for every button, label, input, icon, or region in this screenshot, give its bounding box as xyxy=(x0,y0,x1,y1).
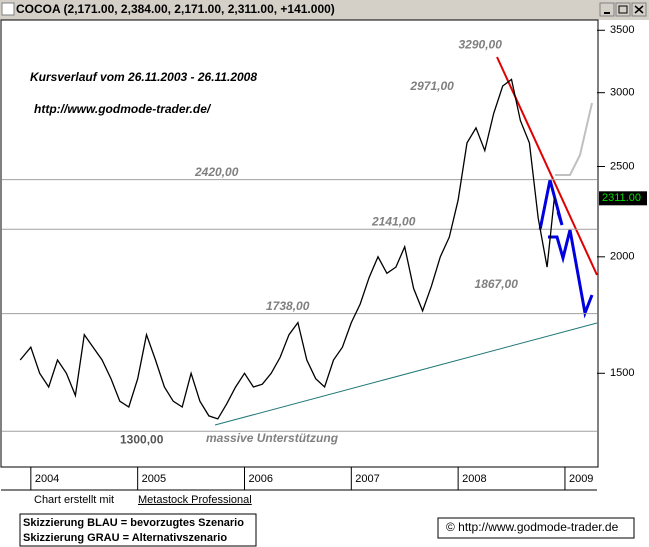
source-url: http://www.godmode-trader.de/ xyxy=(34,102,212,116)
subtitle: Kursverlauf vom 26.11.2003 - 26.11.2008 xyxy=(30,70,257,84)
plot-area xyxy=(0,19,599,468)
level-label: 1738,00 xyxy=(266,299,310,313)
legend-grey: Skizzierung GRAU = Alternativszenario xyxy=(23,532,227,544)
legend-blue: Skizzierung BLAU = bevorzugtes Szenario xyxy=(23,517,244,529)
copyright[interactable]: © http://www.godmode-trader.de xyxy=(446,520,619,534)
level-label: 2420,00 xyxy=(194,165,239,179)
x-tick-label: 2009 xyxy=(569,473,593,485)
support-note: massive Unterstützung xyxy=(206,431,339,445)
grey-scenario xyxy=(555,102,593,176)
blue-scenario xyxy=(548,229,594,319)
peak-label: 3290,00 xyxy=(459,37,503,51)
window-title: COCOA (2,171.00, 2,384.00, 2,171.00, 2,3… xyxy=(16,2,335,16)
y-tick-label: 3500 xyxy=(610,24,634,36)
window-icon xyxy=(1,2,15,16)
peak-label: 2971,00 xyxy=(409,79,454,93)
x-tick-label: 2006 xyxy=(248,473,272,485)
y-tick-label: 3000 xyxy=(610,87,634,99)
last-price-label: 2311.00 xyxy=(602,192,641,204)
y-tick-label: 1500 xyxy=(610,367,634,379)
copyright-box xyxy=(437,517,635,539)
x-tick-label: 2007 xyxy=(355,473,379,485)
level-label: 2141,00 xyxy=(371,214,416,228)
level-label: 1300,00 xyxy=(120,432,164,446)
credit-link[interactable]: Metastock Professional xyxy=(138,494,252,506)
title-bar xyxy=(0,0,649,20)
y-tick-label: 2000 xyxy=(610,251,634,263)
peak-label: 1867,00 xyxy=(475,277,519,291)
blue-scenario xyxy=(538,179,564,231)
support-trend-line xyxy=(214,322,598,426)
legend-box xyxy=(19,513,257,547)
y-tick-label: 2500 xyxy=(610,160,634,172)
resistance-line xyxy=(496,56,598,276)
x-tick-label: 2004 xyxy=(35,473,59,485)
x-tick-label: 2008 xyxy=(462,473,486,485)
x-tick-label: 2005 xyxy=(142,473,166,485)
window-buttons[interactable] xyxy=(599,2,647,17)
credit: Chart erstellt mit xyxy=(34,494,114,506)
price-line xyxy=(19,78,555,420)
last-price-box xyxy=(599,191,647,206)
